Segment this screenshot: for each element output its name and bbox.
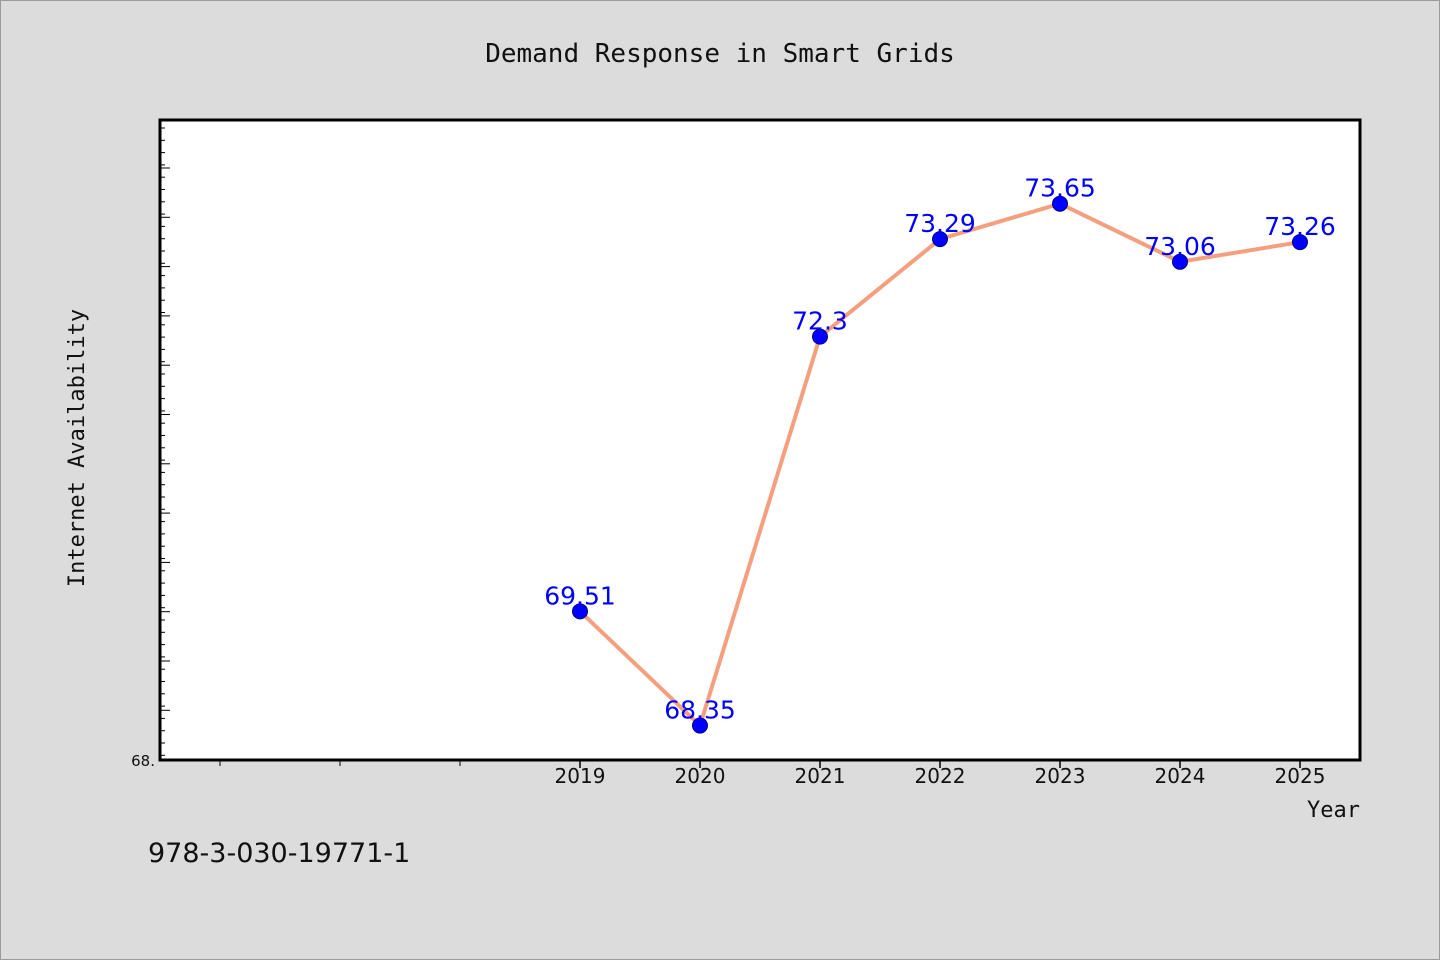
data-labels: 69.51 68.35 72.3 73.29 73.65 73.06 73.26 — [544, 174, 1336, 725]
footnote-isbn: 978-3-030-19771-1 — [148, 838, 410, 869]
y-min-tick-label: 68. — [131, 752, 155, 770]
x-tick-label: 2022 — [915, 764, 966, 788]
x-tick-label: 2023 — [1035, 764, 1086, 788]
data-label: 73.06 — [1144, 232, 1216, 261]
data-point — [572, 603, 588, 620]
data-label: 73.65 — [1024, 174, 1096, 203]
plot-area — [158, 118, 1362, 762]
data-point — [1052, 195, 1068, 212]
data-point — [812, 328, 828, 345]
chart-title: Demand Response in Smart Grids — [485, 39, 955, 69]
data-label: 68.35 — [664, 696, 736, 725]
x-tick-label: 2020 — [675, 764, 726, 788]
x-tick-label: 2025 — [1275, 764, 1326, 788]
data-point — [932, 231, 948, 248]
data-label: 69.51 — [544, 581, 616, 610]
x-tick-labels: 2019 2020 2021 2022 2023 2024 2025 — [555, 764, 1326, 788]
data-point — [692, 717, 708, 734]
data-label: 73.26 — [1264, 212, 1336, 241]
data-point — [1292, 234, 1308, 251]
data-label: 72.3 — [792, 307, 848, 336]
x-axis-label: Year — [1307, 798, 1360, 823]
axis-ticks — [160, 127, 1301, 768]
x-tick-label: 2024 — [1155, 764, 1206, 788]
x-tick-label: 2021 — [795, 764, 846, 788]
series-markers — [572, 195, 1308, 734]
data-point — [1172, 253, 1188, 270]
y-axis-label: Internet Availability — [65, 309, 90, 587]
x-tick-label: 2019 — [555, 764, 606, 788]
data-label: 73.29 — [904, 209, 976, 238]
